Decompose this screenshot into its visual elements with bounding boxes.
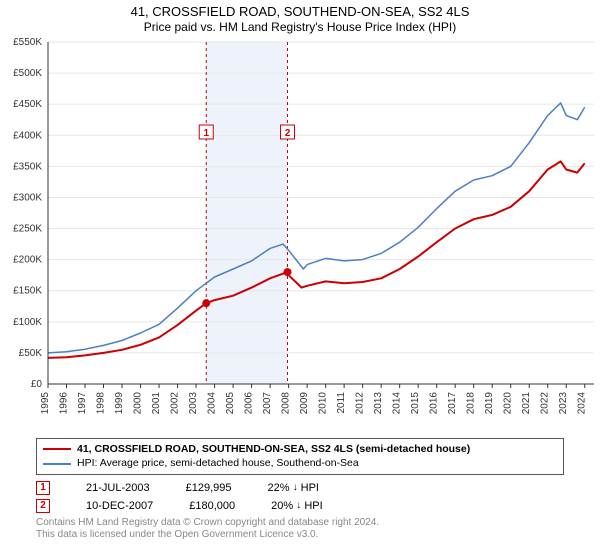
- footer-line-2: This data is licensed under the Open Gov…: [36, 529, 564, 542]
- svg-text:£450K: £450K: [13, 99, 42, 110]
- svg-text:2005: 2005: [225, 392, 236, 415]
- svg-text:2009: 2009: [299, 392, 310, 415]
- svg-text:2003: 2003: [188, 392, 199, 415]
- svg-text:2019: 2019: [484, 392, 495, 415]
- legend-box: 41, CROSSFIELD ROAD, SOUTHEND-ON-SEA, SS…: [36, 438, 564, 474]
- svg-text:1: 1: [203, 128, 209, 139]
- footer-line-1: Contains HM Land Registry data © Crown c…: [36, 517, 564, 530]
- legend-swatch-property: [43, 448, 71, 450]
- svg-text:1995: 1995: [40, 392, 51, 415]
- chart-subtitle: Price paid vs. HM Land Registry's House …: [0, 20, 600, 36]
- legend-label-hpi: HPI: Average price, semi-detached house,…: [77, 456, 359, 470]
- svg-text:2013: 2013: [373, 392, 384, 415]
- svg-text:2004: 2004: [207, 392, 218, 415]
- legend-row-hpi: HPI: Average price, semi-detached house,…: [43, 456, 557, 470]
- svg-text:2006: 2006: [244, 392, 255, 415]
- chart-title: 41, CROSSFIELD ROAD, SOUTHEND-ON-SEA, SS…: [0, 0, 600, 20]
- tx-date: 21-JUL-2003: [86, 482, 150, 494]
- legend-row-property: 41, CROSSFIELD ROAD, SOUTHEND-ON-SEA, SS…: [43, 442, 557, 456]
- transactions-table: 1 21-JUL-2003 £129,995 22% ↓ HPI 2 10-DE…: [36, 481, 564, 513]
- svg-text:2017: 2017: [447, 392, 458, 415]
- svg-text:2024: 2024: [577, 392, 588, 415]
- legend-label-property: 41, CROSSFIELD ROAD, SOUTHEND-ON-SEA, SS…: [77, 442, 470, 456]
- chart-plot-area: £0 £50K £100K £150K £200K £250K £300K £350K £400…: [0, 36, 600, 436]
- svg-text:2020: 2020: [503, 392, 514, 415]
- svg-text:2000: 2000: [133, 392, 144, 415]
- svg-text:2011: 2011: [336, 392, 347, 414]
- svg-text:£400K: £400K: [13, 131, 42, 142]
- tx-price: £129,995: [186, 482, 232, 494]
- svg-text:£200K: £200K: [13, 255, 42, 266]
- svg-text:2023: 2023: [558, 392, 569, 415]
- transaction-row: 2 10-DEC-2007 £180,000 20% ↓ HPI: [36, 499, 564, 513]
- chart-container: 41, CROSSFIELD ROAD, SOUTHEND-ON-SEA, SS…: [0, 0, 600, 560]
- svg-text:2007: 2007: [262, 392, 273, 415]
- svg-text:2: 2: [285, 128, 291, 139]
- svg-text:2018: 2018: [466, 392, 477, 415]
- svg-text:2015: 2015: [410, 392, 421, 415]
- svg-text:£550K: £550K: [13, 37, 42, 48]
- svg-text:1996: 1996: [59, 392, 70, 415]
- svg-text:£100K: £100K: [13, 317, 42, 328]
- transaction-row: 1 21-JUL-2003 £129,995 22% ↓ HPI: [36, 481, 564, 495]
- svg-text:2012: 2012: [355, 392, 366, 415]
- svg-text:1998: 1998: [96, 392, 107, 415]
- tx-price: £180,000: [189, 500, 235, 512]
- footer-attribution: Contains HM Land Registry data © Crown c…: [36, 517, 564, 542]
- svg-text:2002: 2002: [170, 392, 181, 415]
- svg-text:2022: 2022: [540, 392, 551, 415]
- svg-text:2014: 2014: [392, 392, 403, 415]
- svg-text:2016: 2016: [429, 392, 440, 415]
- svg-text:£50K: £50K: [19, 348, 43, 359]
- svg-text:1999: 1999: [114, 392, 125, 415]
- legend-swatch-hpi: [43, 463, 71, 465]
- svg-text:1997: 1997: [77, 392, 88, 415]
- tx-date: 10-DEC-2007: [86, 500, 153, 512]
- marker-badge-1: 1: [36, 481, 50, 495]
- svg-text:£500K: £500K: [13, 68, 42, 79]
- svg-text:£150K: £150K: [13, 286, 42, 297]
- tx-compare: 22% ↓ HPI: [267, 482, 319, 494]
- svg-text:£0: £0: [31, 379, 43, 390]
- tx-compare: 20% ↓ HPI: [271, 500, 323, 512]
- svg-text:2010: 2010: [318, 392, 329, 415]
- svg-text:£300K: £300K: [13, 193, 42, 204]
- svg-text:2008: 2008: [281, 392, 292, 415]
- svg-text:2001: 2001: [151, 392, 162, 415]
- chart-svg: £0 £50K £100K £150K £200K £250K £300K £350K £400…: [0, 36, 600, 436]
- svg-text:£250K: £250K: [13, 224, 42, 235]
- svg-text:£350K: £350K: [13, 162, 42, 173]
- svg-text:2021: 2021: [521, 392, 532, 415]
- marker-badge-2: 2: [36, 499, 50, 513]
